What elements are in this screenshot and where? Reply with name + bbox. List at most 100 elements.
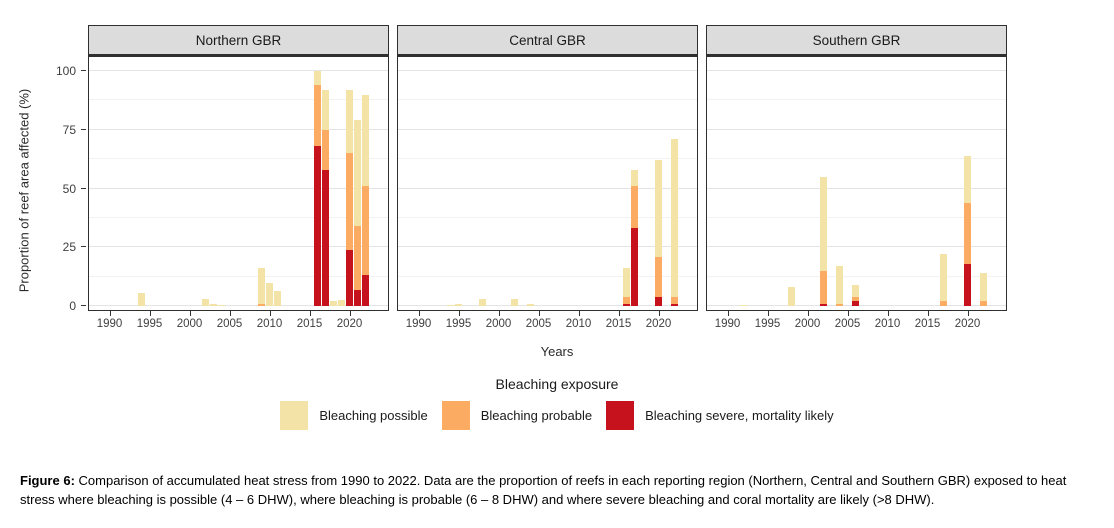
- gridline: [89, 99, 388, 101]
- bar-segment-possible-2010: [265, 282, 273, 306]
- gridline: [707, 128, 1006, 130]
- bar-segment-severe-2016: [313, 146, 321, 306]
- bar-segment-possible-2004: [526, 303, 534, 306]
- bar-segment-severe-2016: [622, 303, 630, 306]
- bar-segment-possible-1995: [454, 303, 462, 306]
- gridline: [707, 216, 1006, 218]
- x-axis-central: 1990 1995 2000 2005 2010 2015 2020: [397, 311, 698, 341]
- x-tick-mark: [658, 311, 660, 316]
- x-tick-mark: [727, 311, 729, 316]
- gridline: [398, 246, 697, 248]
- x-tick-mark: [418, 311, 420, 316]
- gridline: [89, 70, 388, 71]
- gridline: [398, 275, 697, 277]
- bar-segment-possible-2002: [201, 298, 209, 306]
- bar-segment-possible-2004: [217, 304, 225, 306]
- bar-segment-possible-2022: [361, 94, 369, 187]
- x-tick-label: 2015: [605, 318, 632, 330]
- legend-swatch-possible: [280, 401, 309, 430]
- panel-strip-central: Central GBR: [397, 25, 698, 55]
- gridline: [707, 275, 1006, 277]
- x-tick-label: 1995: [754, 318, 781, 330]
- gridline: [398, 187, 697, 189]
- legend-title: Bleaching exposure: [495, 376, 619, 392]
- x-tick-label: 2005: [525, 318, 552, 330]
- x-axis-southern: 1990 1995 2000 2005 2010 2015 2020: [706, 311, 1007, 341]
- x-tick-mark: [887, 311, 889, 316]
- x-tick-label: 1990: [714, 318, 741, 330]
- bar-segment-possible-1994: [137, 293, 145, 306]
- y-tick-mark: [81, 305, 86, 306]
- bar-segment-possible-2002: [510, 298, 518, 306]
- x-axis-northern: 1990 1995 2000 2005 2010 2015 2020: [88, 311, 389, 341]
- x-tick-label: 2000: [176, 318, 203, 330]
- x-tick-mark: [618, 311, 620, 316]
- bar-segment-probable-2016: [313, 85, 321, 147]
- bar-segment-possible-1998: [787, 287, 795, 306]
- gridline: [398, 99, 697, 101]
- panel-strip-northern: Northern GBR: [88, 25, 389, 55]
- bar-segment-probable-2022: [670, 296, 678, 304]
- legend: Bleaching exposure Bleaching possible Ble…: [0, 376, 1114, 430]
- gridline: [707, 158, 1006, 160]
- gridline: [707, 187, 1006, 189]
- bar-segment-possible-2020: [963, 155, 971, 203]
- bar-segment-possible-2011: [273, 290, 281, 306]
- bar-segment-possible-1998: [478, 298, 486, 306]
- gridline: [89, 275, 388, 277]
- bar-segment-severe-2021: [353, 289, 361, 306]
- bar-segment-probable-2022: [979, 301, 987, 306]
- x-tick-label: 2010: [256, 318, 283, 330]
- bar-segment-possible-2020: [654, 160, 662, 257]
- bar-segment-possible-2016: [313, 71, 321, 86]
- x-tick-mark: [458, 311, 460, 316]
- bar-segment-severe-2006: [851, 301, 859, 306]
- x-tick-mark: [189, 311, 191, 316]
- bar-segment-severe-2022: [670, 303, 678, 306]
- panel-northern-gbr: Northern GBR 1990 1995 2000 2005 2010 2015 202…: [88, 25, 389, 341]
- bar-segment-possible-2003: [209, 303, 217, 306]
- legend-swatch-severe: [606, 401, 635, 430]
- legend-items: Bleaching possible Bleaching probable Blea…: [0, 401, 1114, 430]
- gridline: [707, 246, 1006, 248]
- bar-segment-probable-2016: [622, 296, 630, 304]
- x-tick-label: 1990: [405, 318, 432, 330]
- legend-item-probable: Bleaching probable: [441, 401, 592, 430]
- y-tick-mark: [81, 187, 86, 189]
- gridline: [398, 216, 697, 218]
- x-tick-mark: [149, 311, 151, 316]
- gridline: [707, 70, 1006, 71]
- facet-panels: Northern GBR 1990 1995 2000 2005 2010 2015 202…: [88, 25, 1007, 341]
- bar-segment-probable-2004: [835, 303, 843, 306]
- legend-swatch-probable: [441, 401, 470, 430]
- bar-segment-probable-2021: [353, 226, 361, 290]
- gridline: [707, 99, 1006, 101]
- bar-segment-probable-2017: [630, 186, 638, 229]
- legend-item-severe: Bleaching severe, mortality likely: [606, 401, 834, 430]
- bar-segment-probable-2017: [321, 129, 329, 170]
- legend-item-possible: Bleaching possible: [280, 401, 428, 430]
- x-axis-title: Years: [540, 344, 574, 359]
- gridline: [89, 128, 388, 130]
- x-tick-mark: [927, 311, 929, 316]
- bar-segment-probable-2017: [939, 301, 947, 306]
- x-tick-label: 2020: [954, 318, 981, 330]
- x-tick-mark: [109, 311, 111, 316]
- bar-segment-possible-2009: [257, 268, 265, 304]
- x-tick-mark: [767, 311, 769, 316]
- bar-segment-severe-2017: [321, 169, 329, 306]
- bar-segment-possible-1992: [739, 304, 747, 306]
- caption-text: Comparison of accumulated heat stress fr…: [20, 473, 1067, 507]
- bar-segment-probable-2020: [963, 202, 971, 264]
- x-tick-label: 2015: [914, 318, 941, 330]
- y-tick-mark: [81, 246, 86, 248]
- bar-segment-severe-2020: [963, 263, 971, 306]
- legend-label-severe: Bleaching severe, mortality likely: [645, 408, 834, 423]
- x-tick-mark: [538, 311, 540, 316]
- gridline: [89, 216, 388, 218]
- x-tick-label: 2010: [565, 318, 592, 330]
- y-tick-label: 0: [69, 299, 76, 313]
- x-tick-label: 2005: [216, 318, 243, 330]
- bar-segment-possible-2002: [819, 176, 827, 271]
